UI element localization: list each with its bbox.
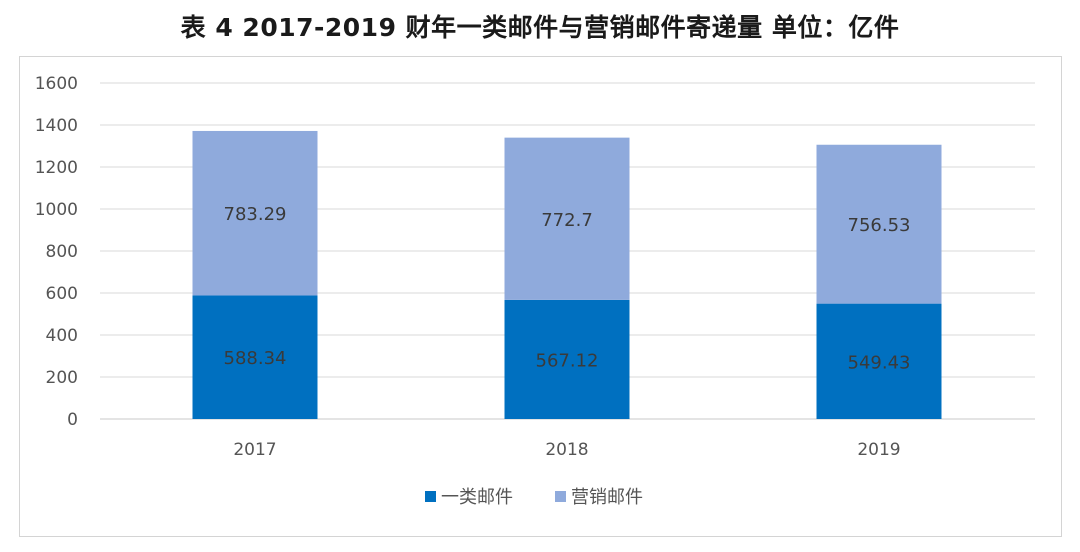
y-tick-label: 1200 [35,158,78,178]
legend-label: 一类邮件 [441,487,513,508]
data-label: 772.7 [541,210,593,231]
bar-segment [816,303,942,419]
bar-segment [192,130,318,296]
y-tick-label: 1000 [35,200,78,220]
chart-frame [19,56,1062,537]
y-tick-label: 200 [46,368,78,388]
bar-segment [504,137,630,300]
y-tick-label: 400 [46,326,78,346]
data-label: 567.12 [536,350,599,371]
data-label: 549.43 [848,352,911,373]
x-tick-label: 2019 [857,440,900,460]
data-labels: 588.34 783.29 567.12 772.7 549.43 756.53 [224,204,911,373]
y-tick-label: 1400 [35,116,78,136]
chart-title: 表 4 2017-2019 财年一类邮件与营销邮件寄递量 单位：亿件 [180,13,900,42]
bar-segment [504,299,630,419]
y-tick-label: 0 [67,410,78,430]
legend-label: 营销邮件 [571,487,643,508]
legend-swatch [555,491,566,502]
y-tick-label: 800 [46,242,78,262]
data-label: 756.53 [848,215,911,236]
x-axis-ticks: 2017 2018 2019 [233,440,900,460]
x-tick-label: 2017 [233,440,276,460]
x-tick-label: 2018 [545,440,588,460]
data-label: 588.34 [224,348,287,369]
bar-segment [192,295,318,419]
data-label: 783.29 [224,204,287,225]
bar-segment [816,144,942,304]
legend-swatch [425,491,436,502]
y-axis-ticks: 0 200 400 600 800 1000 1200 1400 1600 [35,74,78,430]
y-tick-label: 1600 [35,74,78,94]
y-tick-label: 600 [46,284,78,304]
legend: 一类邮件 营销邮件 [425,487,643,508]
bars [192,130,942,419]
